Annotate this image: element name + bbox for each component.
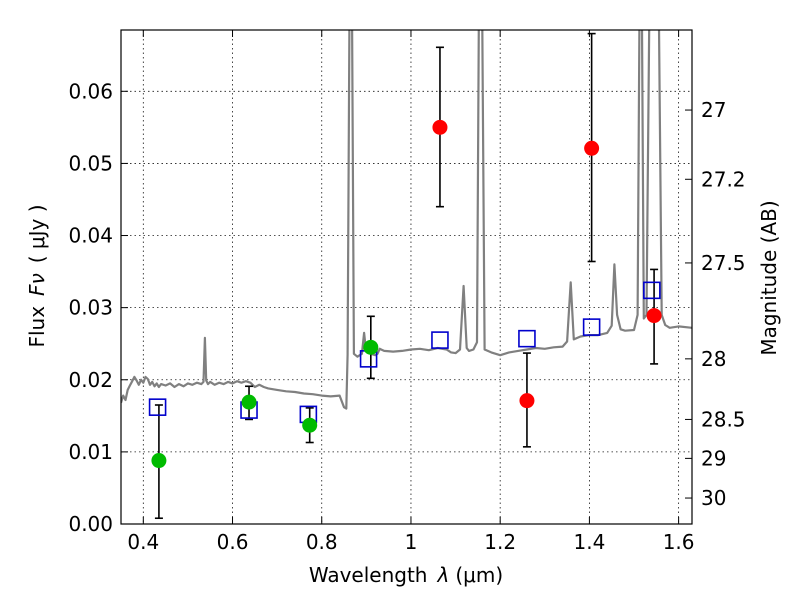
red-data-point (519, 393, 535, 409)
x-ticks: 0.4 0.6 0.8 1 1.2 1.4 1.6 (127, 30, 695, 554)
y2-tick-label: 29 (701, 446, 726, 470)
y-tick-label: 0.00 (68, 512, 113, 536)
green-data-point (302, 417, 318, 433)
y-ticks: 0.00 0.01 0.02 0.03 0.04 0.05 0.06 (68, 79, 128, 536)
spectrum-layer (121, 30, 692, 410)
errorbar-layer (154, 32, 659, 520)
y2-tick-label: 28.5 (701, 407, 746, 431)
red-data-point (432, 119, 448, 135)
y2-tick-label: 28 (701, 347, 726, 371)
y-axis-label: Flux Fν ( μJy ) (25, 204, 49, 347)
y-axis-label-text: Flux (25, 306, 49, 348)
red-data-point (646, 308, 662, 324)
model-layer (148, 281, 661, 424)
plot-frame (120, 29, 693, 525)
grid-layer (121, 30, 692, 524)
y-tick-label: 0.04 (68, 224, 113, 248)
x-tick-label: 1.6 (663, 530, 695, 554)
green-data-point (241, 394, 257, 410)
model-square (148, 398, 167, 416)
model-square (643, 281, 661, 300)
x-tick-label: 0.8 (306, 530, 338, 554)
y2-tick-label: 27 (701, 98, 726, 122)
y-tick-label: 0.01 (68, 440, 113, 464)
y2-tick-label: 27.5 (701, 251, 746, 275)
y2-tick-label: 27.2 (701, 167, 746, 191)
x-axis-label-text: Wavelength (309, 563, 428, 587)
x-tick-label: 0.6 (217, 530, 249, 554)
x-axis-label-unit: (μm) (455, 563, 503, 587)
plot-area (121, 30, 692, 520)
model-square (582, 318, 601, 336)
y-tick-label: 0.05 (68, 151, 113, 175)
green-data-point (151, 453, 167, 469)
y-tick-label: 0.06 (68, 79, 113, 103)
model-square (431, 331, 449, 349)
y-tick-label: 0.02 (68, 368, 113, 392)
x-axis-label-symbol: λ (437, 563, 450, 587)
y-axis-label-symbol: Fν (25, 273, 49, 296)
model-square (518, 329, 536, 348)
x-tick-label: 0.4 (127, 530, 159, 554)
y-axis-label-unit: ( μJy ) (25, 204, 49, 263)
red-data-point (584, 140, 600, 156)
points-layer (151, 119, 662, 469)
y2-axis-label: Magnitude (AB) (757, 200, 781, 355)
spectrum-line (121, 30, 692, 410)
x-tick-label: 1 (405, 530, 418, 554)
y2-tick-label: 30 (701, 486, 726, 510)
green-data-point (363, 339, 379, 355)
y2-ticks: 27 27.2 27.5 28 28.5 29 30 (685, 98, 746, 510)
x-axis-label: Wavelength λ (μm) (309, 563, 503, 587)
x-tick-label: 1.4 (573, 530, 605, 554)
x-tick-label: 1.2 (484, 530, 516, 554)
y-tick-label: 0.03 (68, 296, 113, 320)
